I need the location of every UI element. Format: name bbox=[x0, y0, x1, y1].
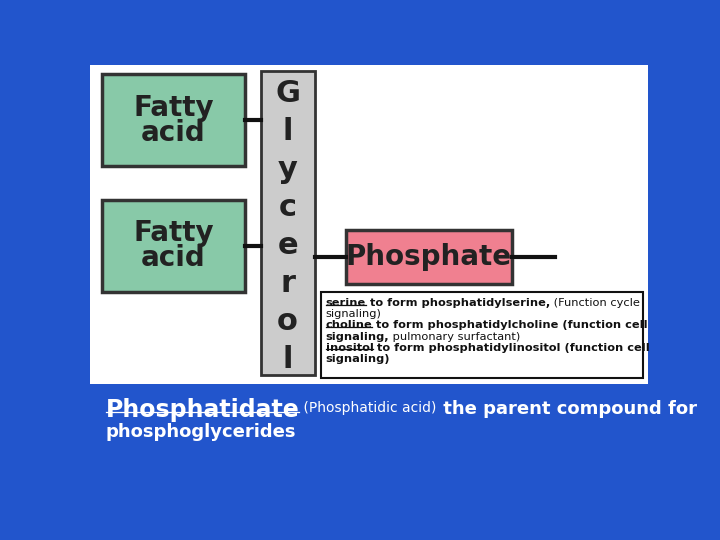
Text: (Phosphatidic acid): (Phosphatidic acid) bbox=[300, 401, 436, 415]
FancyBboxPatch shape bbox=[102, 74, 245, 166]
Text: acid: acid bbox=[141, 244, 206, 272]
Text: choline: choline bbox=[325, 320, 372, 330]
Text: l: l bbox=[282, 346, 293, 374]
Text: signaling,: signaling, bbox=[325, 332, 390, 342]
Text: signaling): signaling) bbox=[325, 354, 390, 364]
Text: r: r bbox=[280, 269, 295, 299]
FancyBboxPatch shape bbox=[321, 292, 642, 378]
Text: pulmonary surfactant): pulmonary surfactant) bbox=[390, 332, 521, 342]
Text: inositol: inositol bbox=[325, 343, 374, 353]
Text: signaling): signaling) bbox=[325, 309, 382, 319]
Text: G: G bbox=[275, 79, 300, 109]
Text: Phosphate: Phosphate bbox=[346, 244, 512, 271]
Text: phosphoglycerides: phosphoglycerides bbox=[106, 423, 296, 441]
Text: serine: serine bbox=[325, 298, 366, 308]
Text: the parent compound for: the parent compound for bbox=[436, 400, 697, 418]
FancyBboxPatch shape bbox=[90, 384, 648, 481]
Text: c: c bbox=[279, 193, 297, 222]
FancyBboxPatch shape bbox=[346, 231, 513, 284]
Text: y: y bbox=[278, 156, 297, 184]
Text: e: e bbox=[277, 231, 298, 260]
Text: l: l bbox=[282, 117, 293, 146]
FancyBboxPatch shape bbox=[90, 65, 648, 384]
Text: to form phosphatidylinositol (function cell: to form phosphatidylinositol (function c… bbox=[374, 343, 650, 353]
Text: to form phosphatidylcholine (function cell: to form phosphatidylcholine (function ce… bbox=[372, 320, 648, 330]
Text: Fatty: Fatty bbox=[133, 94, 214, 122]
FancyBboxPatch shape bbox=[102, 200, 245, 292]
Text: Fatty: Fatty bbox=[133, 219, 214, 247]
FancyBboxPatch shape bbox=[261, 71, 315, 375]
Text: (Function cycle: (Function cycle bbox=[550, 298, 640, 308]
Text: to form phosphatidylserine,: to form phosphatidylserine, bbox=[366, 298, 550, 308]
Text: acid: acid bbox=[141, 119, 206, 146]
Text: o: o bbox=[277, 307, 298, 336]
Text: Phosphatidate: Phosphatidate bbox=[106, 398, 300, 422]
